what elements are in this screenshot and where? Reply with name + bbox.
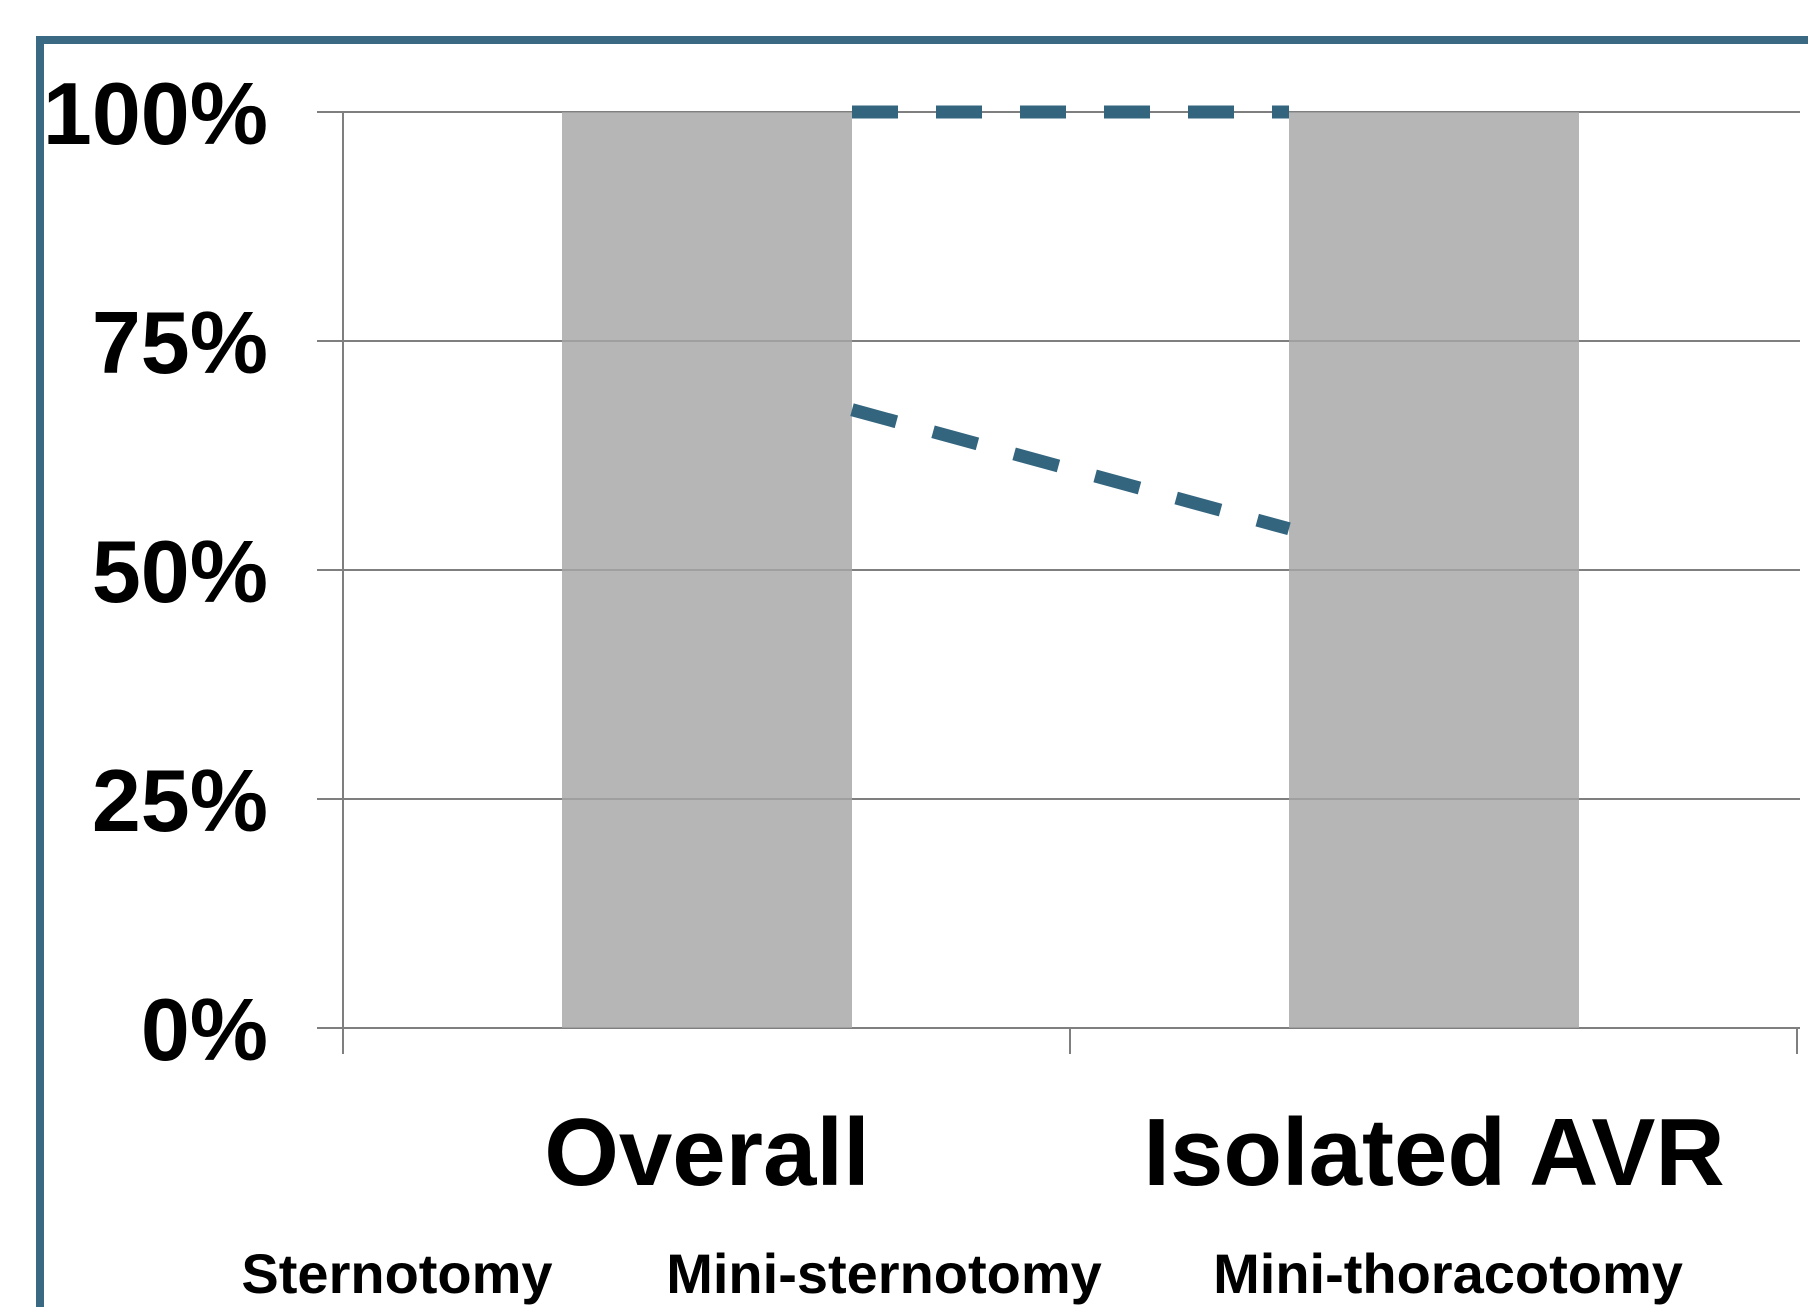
bars xyxy=(562,112,1579,1028)
legend-label-mini-sternotomy: Mini-sternotomy xyxy=(666,1242,1102,1305)
axes xyxy=(342,112,1798,1054)
bar-overall xyxy=(562,112,852,1028)
y-tick-label-0: 0% xyxy=(141,980,268,1079)
legend-label-mini-thoracotomy: Mini-thoracotomy xyxy=(1213,1242,1683,1305)
y-tick-label-100: 100% xyxy=(43,64,268,163)
connector-lines xyxy=(850,105,1291,536)
legend-label-sternotomy: Sternotomy xyxy=(241,1242,552,1305)
bar-isolated-avr xyxy=(1289,112,1579,1028)
chart-border xyxy=(36,36,1808,1307)
category-labels: Overall Isolated AVR xyxy=(544,1099,1724,1206)
y-tick-label-75: 75% xyxy=(92,293,268,392)
connector-line-2 xyxy=(850,403,1291,536)
category-label-isolated-avr: Isolated AVR xyxy=(1143,1099,1724,1206)
y-tick-labels: 0% 25% 50% 75% 100% xyxy=(43,64,268,1079)
y-tick-label-25: 25% xyxy=(92,751,268,850)
category-label-overall: Overall xyxy=(544,1099,870,1206)
frame-border xyxy=(36,36,1808,1307)
y-tick-label-50: 50% xyxy=(92,522,268,621)
legend: Sternotomy Mini-sternotomy Mini-thoracotom… xyxy=(241,1242,1682,1305)
